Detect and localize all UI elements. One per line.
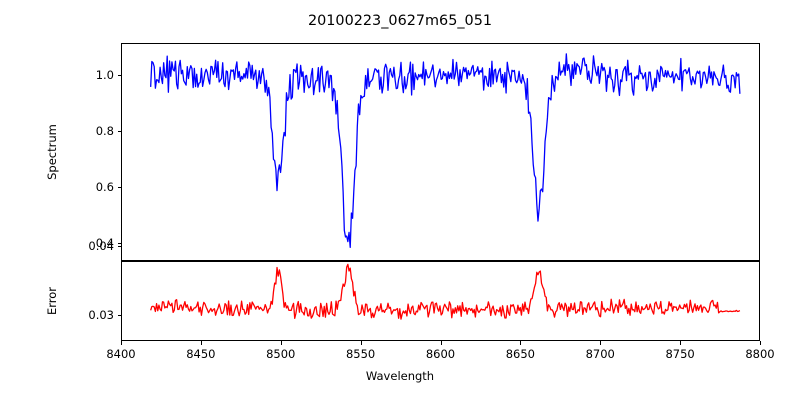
error-y-tick-mark [117, 314, 121, 316]
x-tick-mark [121, 341, 122, 345]
spectrum-plot-area [121, 43, 760, 261]
x-tick-mark [600, 341, 602, 345]
spectrum-line-series [150, 53, 741, 249]
x-tick-label: 8400 [106, 347, 136, 361]
x-tick-label: 8800 [745, 347, 775, 361]
error-y-tick-mark [117, 245, 121, 247]
x-tick-mark [760, 341, 761, 345]
x-tick-label: 8700 [585, 347, 615, 361]
spectrum-y-tick-mark [117, 186, 121, 188]
error-trace [150, 263, 741, 320]
spectrum-y-tick-mark [117, 131, 121, 133]
spectrum-y-tick-label: 1.0 [95, 68, 114, 83]
x-tick-mark [200, 341, 202, 345]
spectrum-trace [150, 53, 741, 249]
spectrum-y-tick-mark [117, 242, 121, 244]
error-y-tick-label: 0.04 [88, 238, 114, 253]
x-tick-mark [680, 341, 682, 345]
spectrum-y-tick-label: 0.8 [95, 124, 114, 139]
x-tick-mark [440, 341, 442, 345]
x-tick-label: 8550 [345, 347, 376, 361]
x-tick-label: 8750 [665, 347, 695, 361]
spectrum-y-tick-label: 0.6 [95, 179, 114, 194]
spectrum-y-tick-mark [117, 75, 121, 77]
error-line-series [150, 263, 741, 320]
x-tick-label: 8450 [186, 347, 216, 361]
error-y-tick-label: 0.03 [88, 307, 114, 322]
x-tick-mark [520, 341, 522, 345]
error-plot-area [121, 261, 760, 341]
x-tick-label: 8650 [505, 347, 536, 361]
x-axis-label: Wavelength [365, 369, 435, 383]
x-tick-mark [360, 341, 362, 345]
spectrum-y-tick-label: 0.4 [95, 235, 114, 250]
x-tick-label: 8600 [425, 347, 456, 361]
x-tick-label: 8500 [266, 347, 296, 361]
chart-title: 20100223_0627m65_051 [307, 13, 493, 29]
x-tick-mark [280, 341, 282, 345]
